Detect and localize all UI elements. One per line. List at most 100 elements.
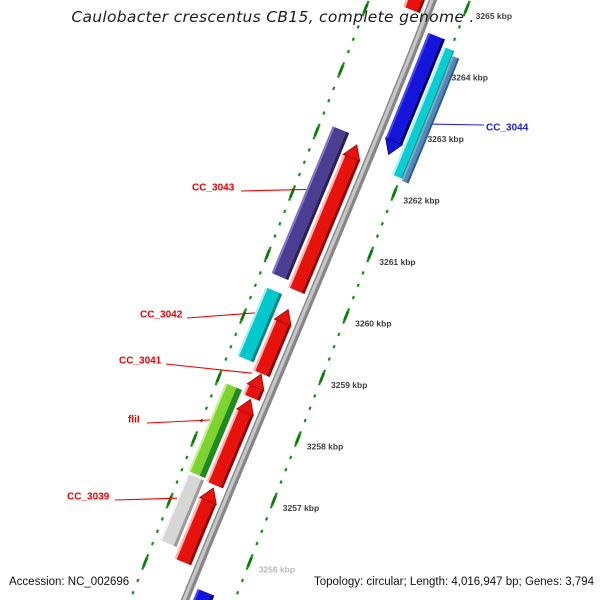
gene-callout-line: [146, 419, 210, 424]
gene-arrowhead: [342, 144, 361, 162]
gene-bevel: [199, 387, 242, 478]
gene-callout-line: [114, 497, 178, 501]
ruler-minor-tick: [467, 0, 471, 5]
gene-bevel: [173, 479, 205, 547]
gene-highlight: [206, 408, 239, 483]
gene-highlight: [385, 32, 431, 139]
ruler-major-tick: [264, 249, 271, 260]
ruler-minor-tick: [322, 111, 326, 115]
gene-body: [208, 409, 251, 488]
gene-red-e: [174, 487, 217, 566]
gene-highlight: [237, 287, 268, 357]
ruler-major-tick: [166, 495, 173, 506]
ruler-minor-tick: [322, 369, 327, 374]
gene-bevel: [285, 131, 350, 280]
ruler-minor-tick: [274, 492, 278, 497]
gene-label-CC_3041: CC_3041: [119, 356, 162, 367]
gene-arrowhead: [273, 308, 292, 327]
ruler-minor-tick: [260, 529, 264, 534]
gene-callout-line: [165, 363, 252, 374]
gene-arrows-layer: [159, 0, 460, 600]
ruler-minor-tick: [375, 234, 380, 238]
gene-body: [176, 498, 214, 565]
ruler-minor-tick: [269, 504, 274, 509]
ruler-minor-tick: [457, 25, 462, 29]
gene-red-a: [287, 144, 361, 294]
gene-blue-bottom: [193, 588, 215, 600]
ruler-minor-tick: [332, 344, 336, 349]
ruler-minor-tick: [356, 25, 360, 29]
ruler-minor-tick: [380, 221, 384, 226]
ruler-minor-tick: [224, 357, 228, 361]
kbp-tick-label: 3256 kbp: [259, 565, 295, 575]
gene-callout-line: [240, 188, 307, 192]
ruler-minor-tick: [243, 307, 248, 312]
ruler-minor-tick: [175, 480, 179, 484]
ruler-minor-tick: [312, 135, 316, 140]
ruler-major-tick: [362, 3, 369, 14]
gene-highlight: [159, 473, 190, 541]
gene-label-CC_3043: CC_3043: [192, 183, 235, 194]
kbp-tick-label: 3259 kbp: [331, 380, 367, 390]
kbp-tick-label: 3262 kbp: [403, 196, 439, 206]
gene-CC_3042: [237, 287, 283, 363]
ruler-minor-tick: [229, 344, 233, 349]
ruler-minor-tick: [146, 553, 150, 558]
ruler-minor-tick: [302, 160, 306, 165]
gene-body: [403, 56, 458, 183]
ruler-minor-tick: [366, 258, 370, 263]
gene-bevel: [220, 414, 254, 489]
ruler-major-tick: [463, 3, 470, 14]
gene-fliI: [188, 383, 242, 478]
ruler-minor-tick: [297, 172, 302, 177]
ruler-minor-tick: [351, 37, 355, 42]
gene-highlight: [403, 0, 409, 8]
gene-highlight: [174, 497, 202, 560]
gene-blue-top: [385, 32, 445, 156]
ruler-minor-tick: [307, 148, 311, 152]
ruler-minor-tick: [204, 406, 209, 411]
ruler-minor-tick: [284, 467, 288, 472]
gene-body: [195, 589, 212, 600]
ruler-minor-tick: [273, 234, 277, 238]
gene-arrowhead: [235, 398, 254, 417]
ruler-major-tick: [215, 372, 222, 383]
gene-body: [161, 474, 202, 546]
ruler-minor-tick: [341, 61, 346, 66]
gene-callout-line: [186, 312, 255, 319]
ruler-minor-tick: [351, 295, 355, 300]
ruler-minor-tick: [264, 517, 269, 521]
kbp-tick-label: 3260 kbp: [355, 319, 391, 329]
ruler-minor-tick: [258, 271, 262, 275]
gene-red-top: [403, 0, 425, 14]
gene-bevel: [208, 594, 215, 600]
kbp-tick-label: 3258 kbp: [307, 442, 343, 452]
ruler-minor-tick: [150, 541, 155, 546]
gene-highlight: [287, 154, 346, 288]
ruler-minor-tick: [303, 418, 307, 423]
gene-labels-layer: CC_3043 CC_3042 CC_3041 fliI CC_3039 CC_3044: [67, 123, 529, 503]
ruler-major-tick: [313, 126, 320, 137]
gene-bevel: [416, 0, 425, 14]
ruler-minor-tick: [361, 12, 365, 17]
ruler-minor-tick: [385, 209, 389, 214]
ruler-major-tick: [270, 495, 277, 506]
gene-label-fliI: fliI: [128, 415, 140, 426]
kbp-tick-label: 3257 kbp: [283, 503, 319, 513]
ruler-minor-tick: [462, 12, 466, 17]
ruler-major-tick: [246, 556, 253, 568]
ruler-minor-tick: [190, 443, 194, 448]
footer-genome-info: Topology: circular; Length: 4,016,947 bp…: [314, 576, 595, 588]
gene-label-CC_3042: CC_3042: [140, 310, 183, 321]
ruler-major-tick: [294, 433, 302, 445]
footer-accession: Accession: NC_002696: [9, 576, 129, 588]
gene-bevel: [250, 292, 283, 363]
ruler-major-tick: [367, 249, 374, 260]
ruler-minor-tick: [165, 504, 169, 509]
ruler-minor-tick: [390, 197, 394, 202]
gene-arrowhead: [246, 373, 265, 392]
ruler-minor-tick: [268, 246, 272, 251]
ruler-minor-tick: [136, 578, 140, 583]
ruler-minor-tick: [308, 406, 312, 411]
